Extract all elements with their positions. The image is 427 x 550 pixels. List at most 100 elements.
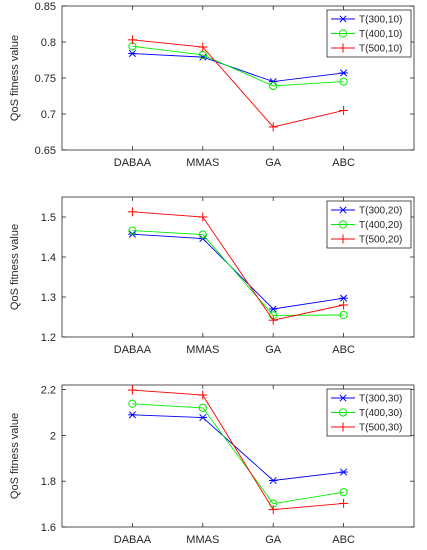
- x-tick-label: DABAA: [114, 534, 152, 546]
- data-point: [339, 294, 348, 302]
- series: [128, 230, 348, 313]
- legend: T(300,30) T(400,30) T(500,30): [326, 388, 412, 437]
- y-tick-label: 1.5: [41, 212, 56, 224]
- plot-frame: [61, 196, 415, 338]
- data-point: [128, 226, 137, 235]
- legend-item: T(400,20): [331, 220, 402, 231]
- data-point: [338, 394, 348, 402]
- chart-panel-1: 0.65 0.7 0.75 0.8 0.85 DABAA MMAS GA ABC QoS fitn…: [9, 1, 415, 169]
- data-point: [269, 78, 278, 86]
- legend-item: T(500,20): [331, 234, 402, 246]
- chart-panel-3: 1.6 1.8 2 2.2 DABAA MMAS GA ABC QoS fitness valu…: [9, 384, 415, 546]
- data-point: [338, 15, 348, 23]
- series-line: [132, 414, 344, 481]
- data-point: [339, 69, 348, 77]
- series: [128, 226, 348, 320]
- data-point: [339, 300, 349, 310]
- data-point: [128, 411, 137, 419]
- legend-item: T(400,30): [331, 408, 402, 419]
- series: [127, 385, 349, 515]
- data-point: [268, 315, 278, 325]
- marker-stroke: [340, 69, 348, 77]
- marker-stroke: [199, 53, 207, 61]
- legend-label: T(300,10): [359, 15, 402, 26]
- data-point: [127, 35, 137, 45]
- series: [127, 207, 349, 325]
- legend-label: T(300,30): [359, 394, 402, 405]
- marker-stroke: [269, 476, 277, 485]
- data-point: [128, 399, 137, 408]
- legend-item: T(300,10): [331, 15, 402, 26]
- data-point: [128, 49, 137, 58]
- series: [128, 411, 348, 485]
- y-tick-label: 1.3: [41, 292, 56, 304]
- data-point: [198, 230, 207, 239]
- x-tick-label: DABAA: [114, 157, 152, 169]
- data-point: [338, 29, 348, 38]
- y-tick-label: 0.8: [41, 37, 56, 49]
- marker-stroke: [340, 468, 348, 476]
- x-tick-label: MMAS: [186, 157, 219, 169]
- series-line: [132, 230, 344, 316]
- marker-stroke: [339, 15, 347, 23]
- series-line: [132, 233, 344, 310]
- legend-label: T(500,30): [359, 423, 402, 434]
- x-tick-label: ABC: [332, 534, 355, 546]
- marker-stroke: [339, 206, 347, 214]
- x-tick-label: MMAS: [186, 344, 219, 356]
- x-tick-label: GA: [265, 534, 282, 546]
- data-point: [339, 77, 348, 86]
- y-tick-label: 2.2: [41, 385, 56, 397]
- data-point: [338, 206, 348, 214]
- x-tick-label: DABAA: [114, 344, 152, 356]
- legend-label: T(400,30): [359, 408, 402, 419]
- data-point: [339, 310, 348, 320]
- y-axis-label: QoS fitness value: [9, 35, 21, 121]
- data-point: [127, 385, 137, 395]
- data-point: [198, 413, 207, 422]
- legend-item: T(400,10): [331, 29, 402, 40]
- series-line: [132, 211, 344, 321]
- plot-frame: [61, 384, 415, 528]
- legend-label: T(500,20): [359, 235, 402, 246]
- data-point: [339, 498, 349, 508]
- data-point: [338, 234, 348, 244]
- data-point: [127, 207, 137, 217]
- y-tick-label: 0.85: [35, 1, 56, 13]
- legend-item: T(500,30): [331, 422, 402, 434]
- y-tick-label: 0.65: [35, 145, 56, 157]
- legend-label: T(400,20): [359, 220, 402, 231]
- y-tick-label: 1.8: [41, 476, 56, 488]
- x-tick-label: ABC: [332, 344, 355, 356]
- y-tick-label: 1.2: [41, 332, 56, 344]
- y-tick-label: 2: [50, 430, 56, 442]
- data-point: [198, 212, 208, 222]
- data-point: [268, 122, 278, 132]
- y-tick-label: 1.4: [41, 252, 56, 264]
- series: [128, 49, 348, 86]
- marker-stroke: [339, 394, 347, 402]
- data-point: [339, 468, 348, 476]
- data-point: [198, 390, 208, 400]
- legend: T(300,10) T(400,10) T(500,10): [326, 9, 412, 58]
- x-tick-label: MMAS: [186, 534, 219, 546]
- legend-item: T(500,10): [331, 43, 402, 55]
- data-point: [198, 403, 207, 413]
- legend-label: T(300,20): [359, 206, 402, 217]
- x-tick-label: ABC: [332, 157, 355, 169]
- y-axis-label: QoS fitness value: [9, 224, 21, 310]
- data-point: [339, 105, 349, 115]
- legend-item: T(300,20): [331, 206, 402, 217]
- legend-label: T(400,10): [359, 29, 402, 40]
- data-point: [269, 476, 278, 485]
- series: [128, 42, 348, 91]
- y-tick-label: 1.6: [41, 522, 56, 534]
- data-point: [198, 42, 208, 52]
- data-point: [338, 408, 348, 417]
- legend-label: T(500,10): [359, 44, 402, 55]
- data-point: [268, 505, 278, 515]
- legend-item: T(300,30): [331, 394, 402, 405]
- data-point: [269, 305, 278, 313]
